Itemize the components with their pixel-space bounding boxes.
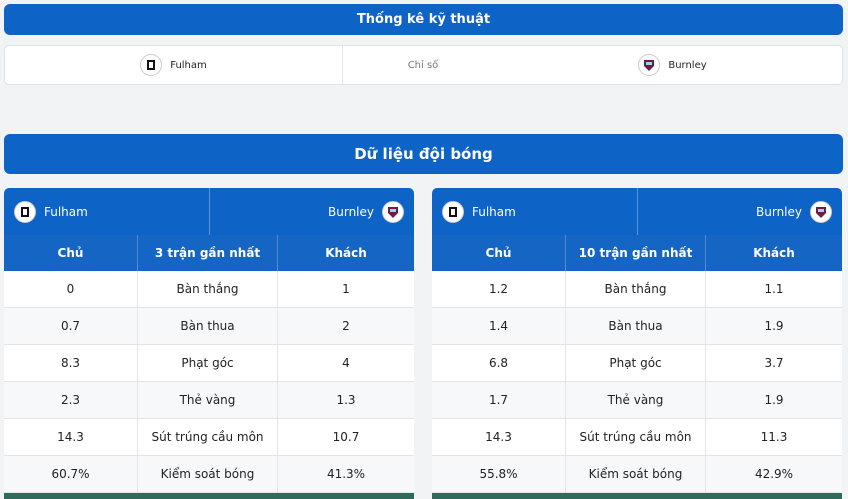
summary-home[interactable]: Fulham — [5, 46, 343, 84]
team-name: Burnley — [328, 204, 374, 219]
header-bar: Thống kê kỹ thuật — [4, 4, 843, 35]
team-logo — [382, 200, 404, 223]
header-title: Thống kê kỹ thuật — [356, 12, 491, 27]
home-team[interactable]: Fulham — [432, 188, 637, 235]
home-team[interactable]: Fulham — [4, 188, 209, 235]
stat-cell: Thẻ vàng — [566, 382, 706, 418]
stat-cell: Kiểm soát bóng — [566, 456, 706, 492]
column-title: 3 trận gần nhất — [138, 235, 278, 271]
away-team[interactable]: Burnley — [636, 188, 843, 235]
stat-row: 1.7 Thẻ vàng 1.9 — [432, 382, 842, 419]
stat-row: 1.4 Bàn thua 1.9 — [432, 308, 842, 345]
summary-card: Fulham Chỉ số Burnley — [4, 45, 843, 85]
stat-row: 2.3 Thẻ vàng 1.3 — [4, 382, 414, 419]
stat-cell: 1.1 — [764, 282, 784, 296]
stat-cell: 1.7 — [432, 382, 566, 418]
stat-row: 14.3 Sút trúng cầu môn 10.7 — [4, 419, 414, 456]
stat-cell: 3.7 — [764, 356, 784, 370]
banner-strip — [4, 493, 414, 499]
stat-cell: Bàn thắng — [138, 271, 278, 307]
column-title: Chủ — [432, 235, 566, 271]
stat-cell: 4 — [342, 356, 350, 370]
stat-cell: Phạt góc — [566, 345, 706, 381]
team-name: Fulham — [44, 204, 88, 219]
stat-cell: 1.9 — [764, 319, 784, 333]
team-name: Burnley — [756, 204, 802, 219]
stat-row: 60.7% Kiểm soát bóng 41.3% — [4, 456, 414, 493]
stat-cell: 8.3 — [4, 345, 138, 381]
summary-away[interactable]: Burnley — [503, 46, 842, 84]
team-logo — [810, 200, 832, 223]
stat-row: 0.7 Bàn thua 2 — [4, 308, 414, 345]
stat-cell: Sút trúng cầu môn — [138, 419, 278, 455]
team-name: Fulham — [170, 59, 207, 71]
stat-row: 1.2 Bàn thắng 1.1 — [432, 271, 842, 308]
team-logo — [442, 200, 464, 223]
stat-cell: 1.2 — [432, 271, 566, 307]
away-team[interactable]: Burnley — [208, 188, 415, 235]
team-name: Fulham — [472, 204, 516, 219]
stat-cell: 1.3 — [336, 393, 356, 407]
team-logo — [638, 54, 661, 76]
stat-cell: 60.7% — [4, 456, 138, 492]
stat-row: 55.8% Kiểm soát bóng 42.9% — [432, 456, 842, 493]
team-name: Burnley — [668, 59, 707, 71]
stat-cell: 2 — [342, 319, 350, 333]
stat-cell: 0.7 — [4, 308, 138, 344]
stat-row: 14.3 Sút trúng cầu môn 11.3 — [432, 419, 842, 456]
stat-cell: 11.3 — [760, 430, 788, 444]
stat-cell: 55.8% — [432, 456, 566, 492]
stat-cell: Bàn thắng — [566, 271, 706, 307]
summary-label: Chỉ số — [407, 59, 439, 71]
stat-cell: 6.8 — [432, 345, 566, 381]
team-header: Fulham Burnley — [432, 188, 842, 235]
team-logo — [14, 200, 36, 223]
stat-row: 6.8 Phạt góc 3.7 — [432, 345, 842, 382]
team-logo — [140, 54, 163, 76]
stat-cell: Bàn thua — [138, 308, 278, 344]
stat-cell: 42.9% — [754, 467, 794, 481]
stat-cell: 1 — [342, 282, 350, 296]
summary-label-cell: Chỉ số — [343, 46, 503, 84]
stat-cell: 1.4 — [432, 308, 566, 344]
stats-table: Fulham Burnley Chủ 3 trận gần nhất Khách 0 Bàn… — [4, 188, 414, 493]
column-title: 10 trận gần nhất — [566, 235, 706, 271]
team-header: Fulham Burnley — [4, 188, 414, 235]
section-bar: Dữ liệu đội bóng — [4, 134, 843, 174]
stat-cell: 14.3 — [4, 419, 138, 455]
stat-cell: 0 — [4, 271, 138, 307]
stat-cell: Bàn thua — [566, 308, 706, 344]
stat-cell: 1.9 — [764, 393, 784, 407]
banner-strip — [432, 493, 842, 499]
stat-cell: Phạt góc — [138, 345, 278, 381]
stat-cell: 10.7 — [332, 430, 360, 444]
stat-row: 0 Bàn thắng 1 — [4, 271, 414, 308]
stat-cell: 2.3 — [4, 382, 138, 418]
column-title: Khách — [753, 246, 795, 260]
column-header: Chủ 10 trận gần nhất Khách — [432, 235, 842, 271]
stat-row: 8.3 Phạt góc 4 — [4, 345, 414, 382]
stat-cell: 14.3 — [432, 419, 566, 455]
stat-cell: 41.3% — [326, 467, 366, 481]
column-title: Chủ — [4, 235, 138, 271]
column-title: Khách — [325, 246, 367, 260]
stat-cell: Thẻ vàng — [138, 382, 278, 418]
stats-table: Fulham Burnley Chủ 10 trận gần nhất Khách 1.2… — [432, 188, 842, 493]
column-header: Chủ 3 trận gần nhất Khách — [4, 235, 414, 271]
stat-cell: Kiểm soát bóng — [138, 456, 278, 492]
stat-cell: Sút trúng cầu môn — [566, 419, 706, 455]
section-title: Dữ liệu đội bóng — [354, 145, 493, 163]
